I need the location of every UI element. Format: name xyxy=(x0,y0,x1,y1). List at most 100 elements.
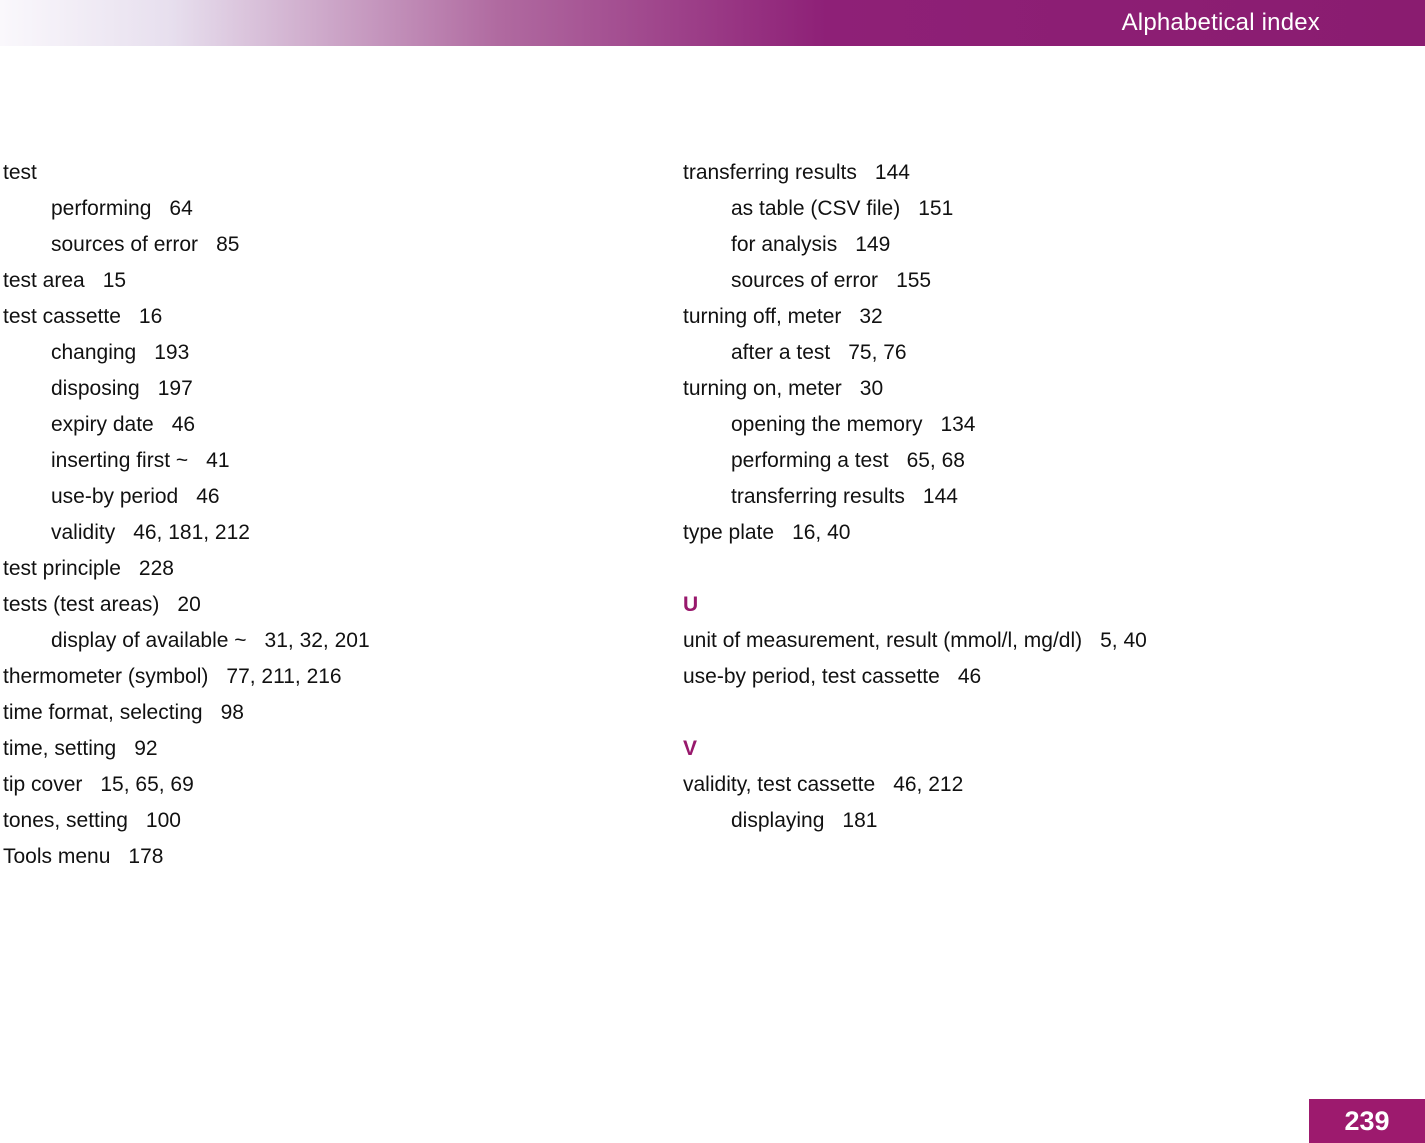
index-entry: test principle 228 xyxy=(3,551,683,587)
index-entry: sources of error 155 xyxy=(683,263,1425,299)
index-entry: type plate 16, 40 xyxy=(683,515,1425,551)
index-column-left: test performing 64 sources of error 85 test a… xyxy=(0,155,683,875)
entry-pages: 228 xyxy=(138,557,174,580)
index-entry: test xyxy=(3,155,683,191)
index-spacer xyxy=(683,551,1425,587)
page-number: 239 xyxy=(1344,1105,1390,1136)
entry-pages: 5, 40 xyxy=(1100,629,1147,652)
index-entry: transferring results 144 xyxy=(683,479,1425,515)
index-entry: opening the memory 134 xyxy=(683,407,1425,443)
entry-term: test cassette xyxy=(3,305,121,328)
index-entry: performing 64 xyxy=(3,191,683,227)
entry-term: use-by period xyxy=(51,485,179,508)
entry-term: changing xyxy=(51,341,137,364)
entry-term: tests (test areas) xyxy=(3,593,160,616)
entry-term: as table (CSV file) xyxy=(731,197,901,220)
index-entry: after a test 75, 76 xyxy=(683,335,1425,371)
index-entry: tones, setting 100 xyxy=(3,803,683,839)
entry-pages: 144 xyxy=(922,485,958,508)
index-column-right: transferring results 144 as table (CSV fil… xyxy=(683,155,1425,875)
index-entry: transferring results 144 xyxy=(683,155,1425,191)
index-entry: turning on, meter 30 xyxy=(683,371,1425,407)
entry-pages: 16 xyxy=(138,305,163,328)
entry-pages: 144 xyxy=(874,161,910,184)
entry-term: transferring results xyxy=(731,485,905,508)
index-entry: use-by period 46 xyxy=(3,479,683,515)
entry-term: validity, test cassette xyxy=(683,773,876,796)
index-entry: as table (CSV file) 151 xyxy=(683,191,1425,227)
index-entry: test area 15 xyxy=(3,263,683,299)
entry-pages: 151 xyxy=(918,197,954,220)
index-entry: display of available ~ 31, 32, 201 xyxy=(3,623,683,659)
entry-pages: 16, 40 xyxy=(792,521,851,544)
entry-pages: 15, 65, 69 xyxy=(100,773,194,796)
index-entry: thermometer (symbol) 77, 211, 216 xyxy=(3,659,683,695)
entry-term: test principle xyxy=(3,557,121,580)
entry-pages: 41 xyxy=(206,449,230,472)
index-entry: use-by period, test cassette 46 xyxy=(683,659,1425,695)
entry-pages: 134 xyxy=(940,413,976,436)
index-entry: tests (test areas) 20 xyxy=(3,587,683,623)
letter-heading-label: U xyxy=(683,593,699,616)
entry-term: thermometer (symbol) xyxy=(3,665,209,688)
entry-term: time format, selecting xyxy=(3,701,203,724)
index-content: test performing 64 sources of error 85 test a… xyxy=(0,155,1425,875)
index-entry: time format, selecting 98 xyxy=(3,695,683,731)
index-entry: inserting first ~ 41 xyxy=(3,443,683,479)
entry-term: validity xyxy=(51,521,116,544)
entry-term: test area xyxy=(3,269,85,292)
index-entry: unit of measurement, result (mmol/l, mg/… xyxy=(683,623,1425,659)
entry-term: for analysis xyxy=(731,233,838,256)
entry-pages: 149 xyxy=(855,233,891,256)
entry-pages: 46 xyxy=(957,665,982,688)
entry-term: inserting first ~ xyxy=(51,449,189,472)
index-entry: Tools menu 178 xyxy=(3,839,683,875)
page-number-badge: 239 xyxy=(1309,1099,1425,1143)
entry-pages: 65, 68 xyxy=(906,449,965,472)
entry-term: turning on, meter xyxy=(683,377,842,400)
index-entry: expiry date 46 xyxy=(3,407,683,443)
entry-pages: 46 xyxy=(171,413,196,436)
index-entry: turning off, meter 32 xyxy=(683,299,1425,335)
entry-pages: 77, 211, 216 xyxy=(226,665,342,688)
letter-heading: U xyxy=(683,587,1425,623)
entry-term: displaying xyxy=(731,809,825,832)
entry-pages: 181 xyxy=(842,809,878,832)
entry-term: time, setting xyxy=(3,737,117,760)
entry-term: transferring results xyxy=(683,161,857,184)
index-entry: sources of error 85 xyxy=(3,227,683,263)
index-entry: validity 46, 181, 212 xyxy=(3,515,683,551)
entry-term: display of available ~ xyxy=(51,629,247,652)
index-entry: performing a test 65, 68 xyxy=(683,443,1425,479)
entry-pages: 92 xyxy=(134,737,158,760)
entry-term: expiry date xyxy=(51,413,154,436)
entry-pages: 46 xyxy=(196,485,220,508)
entry-pages: 193 xyxy=(154,341,190,364)
entry-term: test xyxy=(3,161,37,184)
entry-pages: 197 xyxy=(157,377,193,400)
index-entry: changing 193 xyxy=(3,335,683,371)
entry-term: use-by period, test cassette xyxy=(683,665,940,688)
entry-pages: 20 xyxy=(177,593,201,616)
entry-term: Tools menu xyxy=(3,845,111,868)
index-entry: time, setting 92 xyxy=(3,731,683,767)
entry-term: sources of error xyxy=(731,269,879,292)
entry-pages: 64 xyxy=(169,197,193,220)
entry-term: turning off, meter xyxy=(683,305,842,328)
entry-pages: 178 xyxy=(128,845,164,868)
entry-term: performing xyxy=(51,197,152,220)
index-entry: tip cover 15, 65, 69 xyxy=(3,767,683,803)
entry-term: unit of measurement, result (mmol/l, mg/… xyxy=(683,629,1083,652)
entry-term: after a test xyxy=(731,341,831,364)
entry-term: disposing xyxy=(51,377,140,400)
index-entry: for analysis 149 xyxy=(683,227,1425,263)
index-entry: test cassette 16 xyxy=(3,299,683,335)
entry-pages: 30 xyxy=(859,377,884,400)
entry-pages: 31, 32, 201 xyxy=(264,629,370,652)
entry-term: sources of error xyxy=(51,233,199,256)
index-spacer xyxy=(683,695,1425,731)
letter-heading: V xyxy=(683,731,1425,767)
entry-pages: 85 xyxy=(216,233,240,256)
entry-pages: 15 xyxy=(102,269,127,292)
page-header: Alphabetical index xyxy=(0,0,1425,46)
